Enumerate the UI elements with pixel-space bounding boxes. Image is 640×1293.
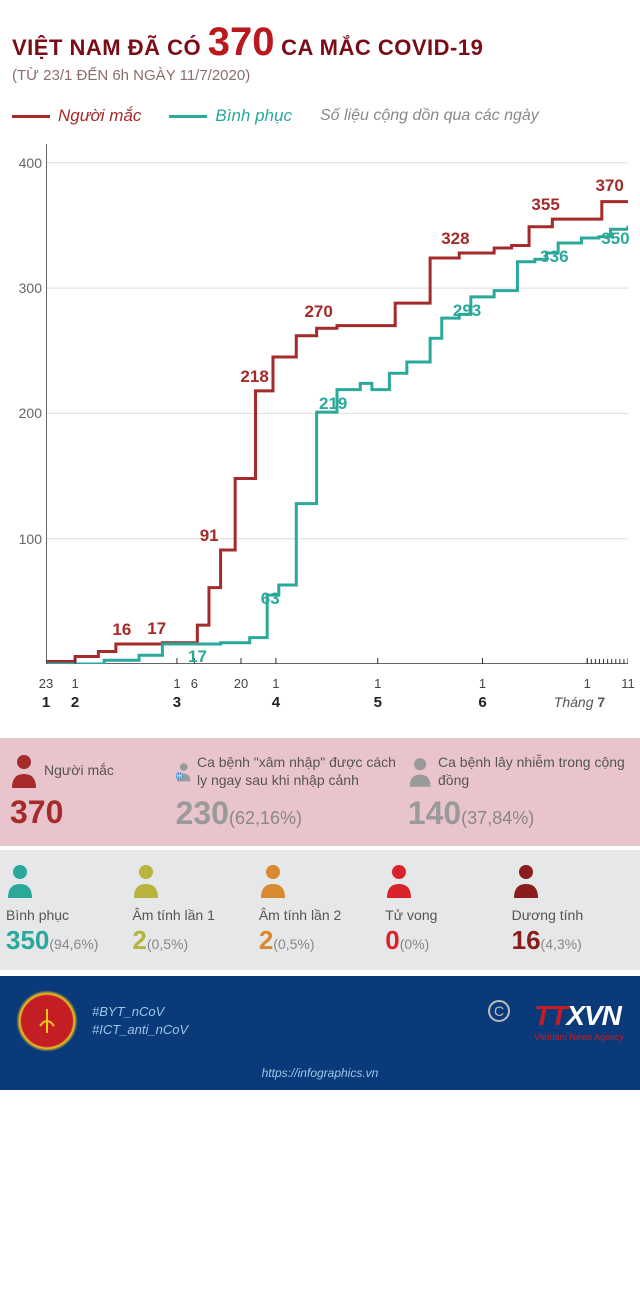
x-day-label: 1 bbox=[272, 676, 279, 691]
stat-value: 16(4,3%) bbox=[512, 925, 634, 956]
y-tick-label: 100 bbox=[19, 531, 42, 547]
x-month-label: 2 bbox=[71, 694, 79, 711]
data-point-label: 355 bbox=[531, 195, 559, 215]
stat2-item: Âm tính lần 1 2(0,5%) bbox=[132, 864, 254, 956]
legend-line-1 bbox=[12, 115, 50, 118]
page-title: VIỆT NAM ĐÃ CÓ 370 CA MẮC COVID-19 bbox=[12, 20, 628, 65]
data-point-label: 91 bbox=[200, 526, 219, 546]
data-point-label: 328 bbox=[441, 229, 469, 249]
legend-label-1: Người mắc bbox=[58, 106, 141, 126]
stat-label: Âm tính lần 1 bbox=[132, 907, 254, 923]
stat-value: 230(62,16%) bbox=[176, 795, 398, 832]
x-day-label: 1 bbox=[374, 676, 381, 691]
title-post: CA MẮC COVID-19 bbox=[274, 35, 483, 60]
legend-series2: Bình phục bbox=[169, 106, 292, 126]
stat-label: Âm tính lần 2 bbox=[259, 907, 381, 923]
hashtag-2: #ICT_anti_nCoV bbox=[92, 1021, 188, 1039]
data-point-label: 370 bbox=[595, 176, 623, 196]
x-day-label: 11 bbox=[621, 676, 635, 691]
stats-row-2: Bình phục 350(94,6%)Âm tính lần 1 2(0,5%… bbox=[0, 850, 640, 970]
stat-value: 350(94,6%) bbox=[6, 925, 128, 956]
data-point-label: 17 bbox=[147, 619, 166, 639]
stat2-item: Âm tính lần 2 2(0,5%) bbox=[259, 864, 381, 956]
stat-value: 2(0,5%) bbox=[259, 925, 381, 956]
ministry-logo bbox=[16, 990, 78, 1052]
data-point-label: 219 bbox=[319, 394, 347, 414]
data-point-label: 270 bbox=[304, 302, 332, 322]
x-month-label: 4 bbox=[272, 694, 280, 711]
title-pre: VIỆT NAM ĐÃ CÓ bbox=[12, 35, 208, 60]
x-month-label: 3 bbox=[173, 694, 181, 711]
stat-value: 2(0,5%) bbox=[132, 925, 254, 956]
y-tick-label: 300 bbox=[19, 280, 42, 296]
stat-label: Ca bệnh "xâm nhập" được cách ly ngay sau… bbox=[197, 754, 398, 789]
copyright-icon: C bbox=[488, 1000, 510, 1022]
footer: #BYT_nCoV #ICT_anti_nCoV C TTXVN Vietnam… bbox=[0, 976, 640, 1062]
stat1-item: Ca bệnh "xâm nhập" được cách ly ngay sau… bbox=[176, 754, 398, 832]
y-tick-label: 400 bbox=[19, 155, 42, 171]
brand-sub: Vietnam News Agency bbox=[534, 1032, 624, 1042]
stat-value: 140(37,84%) bbox=[408, 795, 630, 832]
x-thang-label: Tháng 7 bbox=[554, 694, 605, 710]
x-day-label: 1 bbox=[584, 676, 591, 691]
legend-label-2: Bình phục bbox=[215, 106, 292, 126]
data-point-label: 350 bbox=[601, 229, 629, 249]
stat-label: Dương tính bbox=[512, 907, 634, 923]
data-point-label: 17 bbox=[188, 647, 207, 667]
title-number: 370 bbox=[208, 20, 275, 64]
stat2-item: Bình phục 350(94,6%) bbox=[6, 864, 128, 956]
x-axis: 2311213620141516111Tháng 7 bbox=[46, 672, 628, 720]
x-day-label: 20 bbox=[234, 676, 248, 691]
stat2-item: Dương tính 16(4,3%) bbox=[512, 864, 634, 956]
x-day-label: 23 bbox=[39, 676, 53, 691]
stat-value: 0(0%) bbox=[385, 925, 507, 956]
data-point-label: 336 bbox=[540, 247, 568, 267]
x-month-label: 6 bbox=[478, 694, 486, 711]
stat-label: Ca bệnh lây nhiễm trong cộng đồng bbox=[438, 754, 630, 789]
data-point-label: 63 bbox=[261, 589, 280, 609]
brand-pre: TT bbox=[534, 1000, 566, 1031]
x-day-label: 1 bbox=[71, 676, 78, 691]
hashtag-1: #BYT_nCoV bbox=[92, 1003, 188, 1021]
x-day-label: 1 bbox=[173, 676, 180, 691]
x-month-label: 5 bbox=[374, 694, 382, 711]
footer-hashtags: #BYT_nCoV #ICT_anti_nCoV bbox=[92, 1003, 188, 1039]
stat2-item: Tử vong 0(0%) bbox=[385, 864, 507, 956]
x-day-label: 6 bbox=[191, 676, 198, 691]
data-point-label: 293 bbox=[453, 301, 481, 321]
stat1-item: Người mắc 370 bbox=[10, 754, 166, 832]
legend-footnote: Số liệu cộng dồn qua các ngày bbox=[320, 107, 539, 125]
stats-row-1: Người mắc 370 Ca bệnh "xâm nhập" được các… bbox=[0, 738, 640, 846]
stat-label: Bình phục bbox=[6, 907, 128, 923]
legend-series1: Người mắc bbox=[12, 106, 141, 126]
legend-line-2 bbox=[169, 115, 207, 118]
stat1-item: Ca bệnh lây nhiễm trong cộng đồng 140(37… bbox=[408, 754, 630, 832]
subtitle: (TỪ 23/1 ĐẾN 6h NGÀY 11/7/2020) bbox=[12, 67, 628, 84]
data-point-label: 218 bbox=[240, 367, 268, 387]
legend: Người mắc Bình phục Số liệu cộng dồn qua… bbox=[12, 106, 628, 126]
stat-label: Tử vong bbox=[385, 907, 507, 923]
x-month-label: 1 bbox=[42, 694, 50, 711]
stat-value: 370 bbox=[10, 794, 166, 831]
brand-post: XVN bbox=[566, 1000, 621, 1031]
chart-area: 100 200 300 400 16 17 91 218 270 328 355 370 17 63 21… bbox=[12, 144, 628, 664]
brand-logo: TTXVN Vietnam News Agency bbox=[534, 1000, 624, 1042]
x-day-label: 1 bbox=[479, 676, 486, 691]
footer-url: https://infographics.vn bbox=[0, 1062, 640, 1090]
data-point-label: 16 bbox=[112, 620, 131, 640]
y-tick-label: 200 bbox=[19, 405, 42, 421]
stat-label: Người mắc bbox=[44, 762, 114, 780]
